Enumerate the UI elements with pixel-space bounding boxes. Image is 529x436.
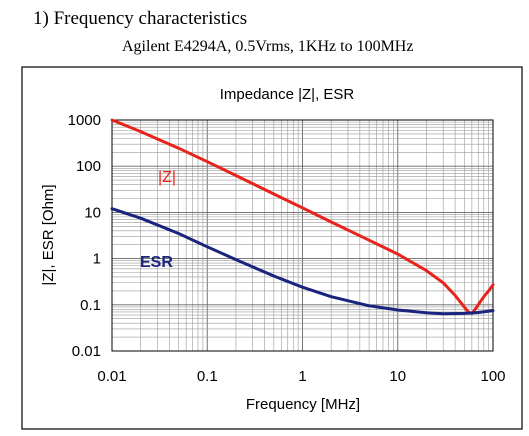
grid-lines xyxy=(112,120,493,351)
x-tick-label: 0.01 xyxy=(97,368,126,385)
x-tick-label: 100 xyxy=(480,368,505,385)
y-tick-label: 100 xyxy=(76,158,101,175)
esr-line xyxy=(110,207,495,316)
y-axis-label: |Z|, ESR [Ohm] xyxy=(40,184,57,285)
y-tick-label: 10 xyxy=(84,204,101,221)
tick-labels: 0.01 0.1 1 10 100 0.01 0.1 1 10 100 1000 xyxy=(68,112,506,385)
x-axis-label: Frequency [MHz] xyxy=(246,396,360,413)
series-lines xyxy=(110,118,495,316)
series-label-esr: ESR xyxy=(140,254,173,271)
y-tick-label: 1 xyxy=(93,251,101,268)
measurement-conditions: Agilent E4294A, 0.5Vrms, 1KHz to 100MHz xyxy=(122,38,414,55)
x-tick-label: 0.1 xyxy=(197,368,218,385)
impedance-z-line xyxy=(110,118,495,315)
series-label-z: |Z| xyxy=(158,169,176,186)
chart-title: Impedance |Z|, ESR xyxy=(220,86,355,103)
y-tick-label: 0.1 xyxy=(80,297,101,314)
x-tick-label: 1 xyxy=(298,368,306,385)
plot-area-frame xyxy=(111,119,494,352)
y-tick-label: 0.01 xyxy=(72,343,101,360)
x-tick-label: 10 xyxy=(389,368,406,385)
section-heading: 1) Frequency characteristics xyxy=(33,8,248,29)
y-tick-label: 1000 xyxy=(68,112,101,129)
